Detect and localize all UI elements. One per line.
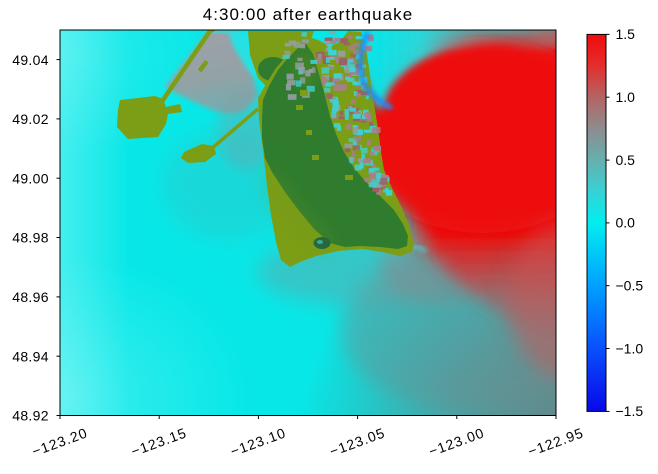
svg-text:−1.0: −1.0 [616,340,644,356]
svg-text:48.96: 48.96 [12,289,49,305]
svg-text:49.04: 49.04 [12,52,49,68]
svg-text:0.5: 0.5 [616,152,636,168]
svg-text:−123.00: −123.00 [427,424,487,459]
svg-text:−123.15: −123.15 [129,424,189,459]
svg-text:−0.5: −0.5 [616,278,644,294]
svg-text:48.98: 48.98 [12,230,49,246]
svg-text:0.0: 0.0 [616,215,636,231]
svg-text:1.0: 1.0 [616,89,636,105]
svg-text:−123.10: −123.10 [228,424,288,459]
svg-text:49.02: 49.02 [12,111,49,127]
svg-text:48.92: 48.92 [12,408,49,424]
svg-text:−1.5: −1.5 [616,403,644,419]
svg-text:4:30:00 after earthquake: 4:30:00 after earthquake [203,5,413,24]
svg-text:1.5: 1.5 [616,26,636,42]
svg-text:−122.95: −122.95 [526,424,586,459]
svg-text:48.94: 48.94 [12,348,49,364]
svg-text:−123.20: −123.20 [30,424,90,459]
svg-text:−123.05: −123.05 [327,424,387,459]
svg-text:49.00: 49.00 [12,170,49,186]
